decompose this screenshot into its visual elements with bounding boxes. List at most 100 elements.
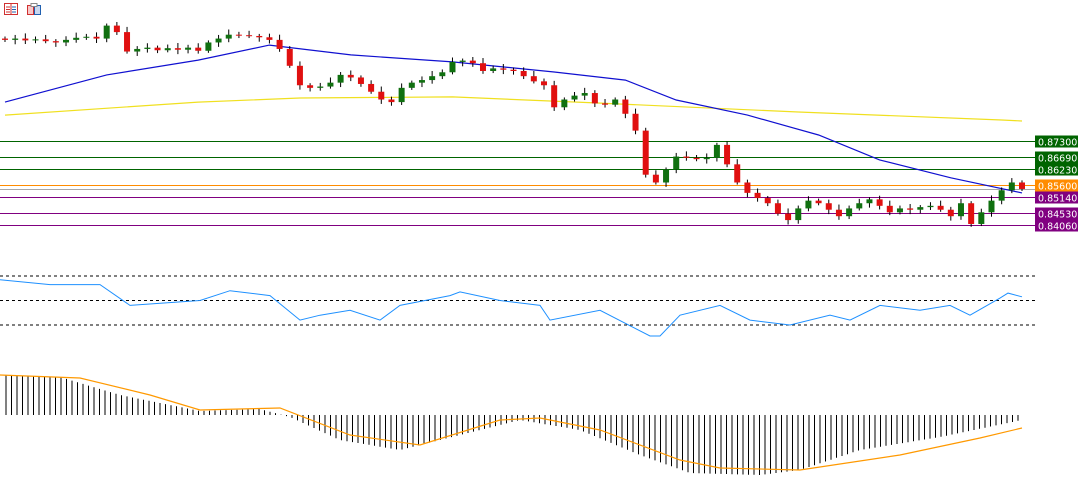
candle-body	[449, 61, 456, 73]
price-label: 0.86230	[1038, 166, 1077, 177]
candle-body	[134, 48, 141, 52]
candle-body	[663, 169, 670, 183]
candle-body	[418, 80, 425, 83]
candle	[642, 127, 649, 178]
candle-body	[673, 156, 680, 170]
candle-body	[561, 99, 568, 108]
candle	[1008, 178, 1015, 194]
price-levels	[0, 141, 1035, 226]
price-label: 0.85140	[1038, 194, 1077, 205]
candle	[32, 36, 39, 44]
candle-body	[347, 74, 354, 78]
candle	[327, 77, 334, 89]
candle-body	[551, 85, 558, 108]
candle	[927, 202, 934, 210]
candle-body	[286, 48, 293, 66]
price-label: 0.84530	[1038, 210, 1077, 221]
candle-body	[12, 38, 19, 40]
candle	[185, 44, 192, 54]
candle	[174, 42, 181, 55]
candle	[134, 46, 141, 56]
candle-body	[439, 72, 446, 77]
candle-body	[886, 205, 893, 213]
candles	[2, 21, 1025, 227]
candle	[968, 201, 975, 227]
template-icon[interactable]	[27, 3, 41, 15]
candle	[164, 44, 171, 53]
candle	[93, 32, 100, 43]
candle	[205, 40, 212, 53]
candle-body	[683, 156, 690, 158]
candle	[225, 29, 232, 43]
candle-body	[957, 203, 964, 217]
candle	[957, 198, 964, 220]
candle-body	[52, 41, 59, 43]
candle	[835, 204, 842, 220]
candle	[459, 58, 466, 67]
candle	[917, 205, 924, 214]
candle-body	[276, 39, 283, 49]
candle	[998, 187, 1005, 205]
candle-body	[32, 39, 39, 41]
candle	[856, 198, 863, 211]
candle-body	[113, 25, 120, 33]
price-label-box	[1035, 163, 1078, 176]
candle	[266, 33, 273, 44]
price-label-box	[1035, 207, 1078, 220]
candle	[337, 72, 344, 88]
price-label: 0.87300	[1038, 138, 1077, 149]
candle	[42, 34, 49, 44]
candle-body	[185, 47, 192, 50]
candle-body	[764, 198, 771, 204]
candle-body	[235, 34, 242, 36]
candle	[215, 34, 222, 47]
candle	[551, 80, 558, 111]
candle	[439, 69, 446, 80]
candle-body	[246, 35, 253, 37]
candle	[561, 97, 568, 111]
candle-body	[693, 157, 700, 160]
price-label-box	[1035, 219, 1078, 232]
candle	[581, 87, 588, 101]
price-label: 0.86690	[1038, 154, 1077, 165]
candle	[703, 153, 710, 164]
candle-body	[307, 85, 314, 88]
candle	[632, 108, 639, 135]
candle-body	[988, 200, 995, 213]
candle	[368, 80, 375, 94]
candle-body	[917, 207, 924, 210]
candle-body	[581, 93, 588, 96]
candle	[693, 155, 700, 162]
slow-moving-average-line	[4, 96, 1023, 122]
chart-list-icon[interactable]	[4, 3, 18, 15]
candle-body	[978, 212, 985, 224]
candle	[530, 70, 537, 84]
candle-body	[785, 213, 792, 221]
candle-body	[63, 39, 70, 43]
candle-body	[754, 192, 761, 199]
candle	[276, 34, 283, 52]
price-label-box	[1035, 191, 1078, 204]
candle	[317, 82, 324, 91]
candle-body	[256, 35, 263, 38]
candle	[429, 70, 436, 84]
candle-body	[195, 47, 202, 51]
candle	[124, 26, 131, 54]
candle-body	[703, 157, 710, 160]
candle	[937, 200, 944, 212]
candle-body	[571, 95, 578, 100]
candle	[490, 65, 497, 74]
candle	[978, 208, 985, 227]
candle-body	[520, 70, 527, 77]
candle-body	[856, 203, 863, 209]
candle-body	[1019, 182, 1025, 189]
candle-body	[296, 65, 303, 86]
candle	[713, 142, 720, 162]
moving-averages	[4, 44, 1023, 194]
candle	[825, 199, 832, 215]
candle	[602, 98, 609, 108]
candle	[754, 188, 761, 202]
candle-body	[83, 36, 90, 38]
